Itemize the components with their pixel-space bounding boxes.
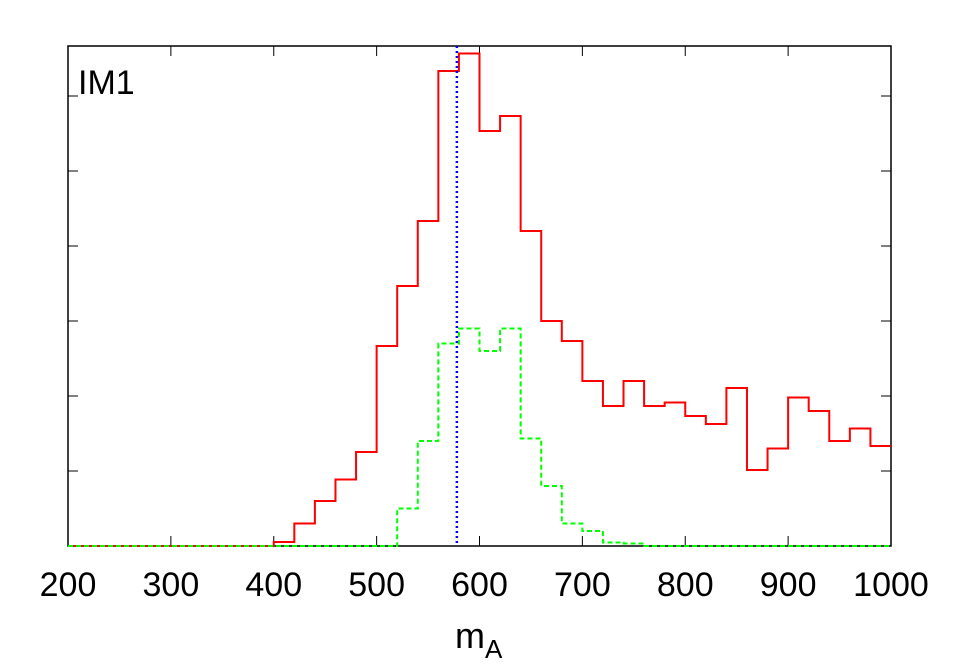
- panel-label: IM1: [78, 64, 135, 102]
- x-tick-label: 600: [451, 566, 508, 604]
- x-axis-label-main: m: [455, 615, 485, 656]
- x-axis-label: mA: [455, 615, 503, 664]
- x-tick-label: 400: [245, 566, 302, 604]
- x-tick-label: 1000: [853, 566, 929, 604]
- x-tick-label: 500: [348, 566, 405, 604]
- x-tick-label: 900: [760, 566, 817, 604]
- y-axis-ticks: [68, 95, 891, 472]
- series-layer: [68, 46, 891, 547]
- histogram-series-1: [68, 52, 891, 547]
- x-axis-label-subscript: A: [485, 634, 503, 664]
- x-tick-label: 700: [554, 566, 611, 604]
- x-tick-label: 300: [143, 566, 200, 604]
- x-tick-label: 200: [40, 566, 97, 604]
- x-axis-ticks: 200 300 400 500 600 700 800 900 1000: [40, 46, 929, 604]
- x-tick-label: 800: [657, 566, 714, 604]
- histogram-series-2: [68, 327, 891, 547]
